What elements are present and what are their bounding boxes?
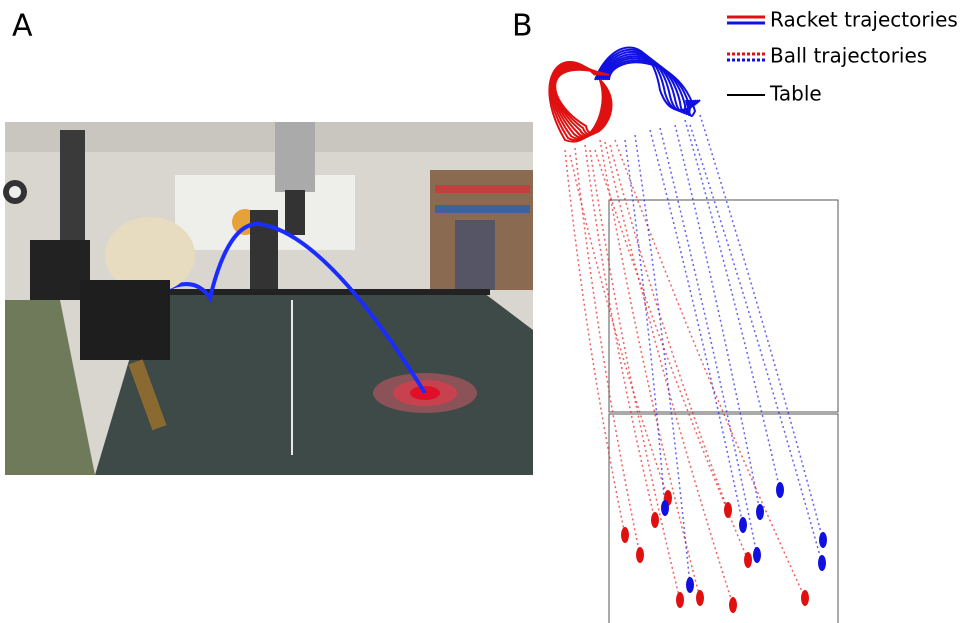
trajectory [818, 555, 826, 571]
panel-label: A [12, 9, 33, 44]
legend-text: Ball trajectories [770, 44, 927, 68]
trajectory [575, 148, 640, 555]
trajectory [753, 547, 761, 563]
trajectory [696, 590, 704, 606]
trajectory [660, 128, 757, 555]
trajectory [686, 577, 694, 593]
trajectory [700, 115, 823, 540]
trajectory [636, 547, 644, 563]
trajectory [776, 482, 784, 498]
trajectory [729, 597, 737, 613]
panel-label: B [512, 9, 533, 44]
legend-text: Table [769, 82, 822, 106]
legend-text: Racket trajectories [770, 8, 958, 32]
trajectory [661, 500, 669, 516]
trajectory [565, 150, 625, 535]
trajectory [744, 552, 752, 568]
trajectory [675, 125, 760, 512]
trajectory [651, 512, 659, 528]
trajectory [690, 125, 822, 563]
trajectory [590, 150, 680, 600]
trajectory [739, 517, 747, 533]
trajectory [676, 592, 684, 608]
table-outline [609, 200, 838, 623]
trajectory [621, 527, 629, 543]
trajectory [600, 140, 700, 598]
trajectory [625, 140, 665, 508]
legend: Racket trajectories Ball trajectories Ta… [727, 8, 958, 106]
trajectory [685, 120, 780, 490]
trajectories [549, 48, 827, 614]
trajectory [756, 504, 764, 520]
trajectory [801, 590, 809, 606]
photo [3, 122, 533, 475]
trajectory [819, 532, 827, 548]
trajectory [635, 135, 690, 585]
figure: A B Racket trajecto [0, 0, 977, 623]
trajectory [724, 502, 732, 518]
